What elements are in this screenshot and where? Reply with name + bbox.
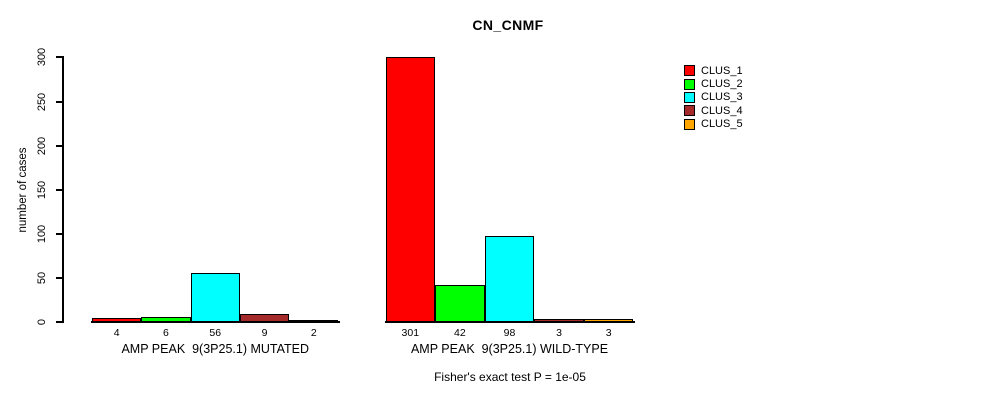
y-axis-title: number of cases [17,147,29,233]
legend: CLUS_1 CLUS_2 CLUS_3 CLUS_4 CLUS_5 [684,64,743,131]
y-tick-mark [56,188,64,191]
y-tick-label: 150 [36,180,48,199]
y-tick-mark [56,100,64,103]
y-tick-mark [56,321,64,323]
y-tick-mark [56,144,64,147]
y-tick-mark [56,276,64,279]
bar-value-label: 42 [454,327,466,339]
legend-swatch-clus_2 [684,78,695,90]
chart-title: CN_CNMF [472,17,544,33]
x-axis-baseline-group2 [384,321,635,323]
y-tick-label: 100 [36,224,48,244]
legend-swatch-clus_1 [684,65,695,77]
bar-clus_2-group2 [435,284,485,322]
y-tick-label: 250 [36,92,48,111]
bar-value-label: 6 [163,327,169,339]
y-tick-mark [56,56,64,59]
bar-clus_3-group1 [190,272,240,322]
bar-value-label: 2 [310,327,317,339]
bar-value-label: 301 [401,327,420,339]
legend-item-clus_1: CLUS_1 [684,64,743,77]
legend-label: CLUS_5 [701,118,743,131]
bar-value-label: 3 [605,327,612,339]
group-label: AMP PEAK 9(3P25.1) WILD-TYPE [410,342,609,356]
legend-swatch-clus_3 [684,91,695,103]
bar-value-label: 98 [503,327,516,339]
y-tick-label: 0 [36,318,48,326]
group-label: AMP PEAK 9(3P25.1) MUTATED [121,342,310,356]
y-tick-mark [56,232,64,235]
y-tick-label: 200 [36,136,48,155]
fisher-test-annotation: Fisher's exact test P = 1e-05 [434,370,586,384]
bar-clus_1-group2 [385,56,436,322]
legend-label: CLUS_3 [701,91,743,104]
legend-label: CLUS_4 [701,104,743,117]
y-tick-label: 50 [36,271,48,285]
legend-item-clus_5: CLUS_5 [684,118,743,131]
bar-value-label: 56 [209,327,222,339]
legend-item-clus_4: CLUS_4 [684,104,743,117]
legend-label: CLUS_1 [701,64,743,77]
bar-value-label: 3 [556,327,563,339]
y-tick-label: 300 [36,48,48,67]
bar-value-label: 4 [113,327,120,339]
legend-item-clus_3: CLUS_3 [684,91,743,104]
x-axis-baseline-group1 [91,321,340,323]
legend-label: CLUS_2 [701,78,743,91]
legend-swatch-clus_4 [684,105,695,117]
bar-clus_3-group2 [484,235,535,322]
legend-item-clus_2: CLUS_2 [684,77,743,90]
legend-swatch-clus_5 [684,118,695,130]
bar-value-label: 9 [261,327,268,339]
